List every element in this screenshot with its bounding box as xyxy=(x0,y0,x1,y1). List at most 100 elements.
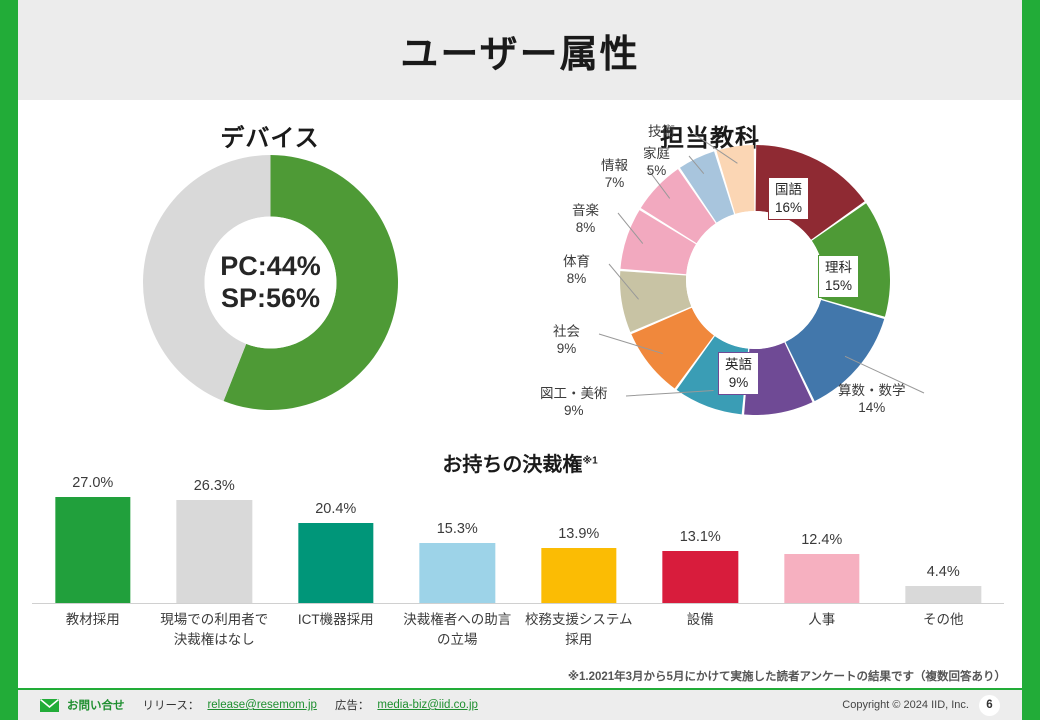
bar-category-label: 校務支援システム 採用 xyxy=(518,610,640,649)
bar-category-line: 設備 xyxy=(686,612,714,627)
bar-category-label: 教材採用 xyxy=(32,610,154,630)
bar-group: 20.4% ICT機器採用 xyxy=(275,440,397,670)
bar-category-line: その他 xyxy=(923,612,964,627)
subject-label-line: 社会 xyxy=(553,324,580,339)
subject-label-社会: 社会 9% xyxy=(553,324,580,358)
bar-value-label: 13.9% xyxy=(558,526,600,543)
header-band xyxy=(18,0,1022,100)
bar-category-line: 決裁権者への助言 xyxy=(403,612,512,627)
bar-rect[interactable] xyxy=(55,496,131,603)
pie-slice-英語 xyxy=(744,342,813,415)
authority-chart-title-text: お持ちの決裁権 xyxy=(442,454,583,476)
subject-label-line: 8% xyxy=(566,270,587,286)
subject-label-line: 技術 xyxy=(648,124,675,139)
subject-label-line: 7% xyxy=(604,174,625,190)
right-green-accent-bar xyxy=(1022,0,1040,720)
envelope-icon xyxy=(39,698,60,712)
subject-label-line: 16% xyxy=(775,199,803,215)
page-number-badge: 6 xyxy=(979,694,1000,716)
bar-group: 15.3% 決裁権者への助言 の立場 xyxy=(397,440,519,670)
bar-value-label: 27.0% xyxy=(72,474,114,491)
authority-chart-title: お持ちの決裁権※1 xyxy=(18,448,1022,477)
subject-label-line: 英語 xyxy=(725,357,752,372)
bar-rect[interactable] xyxy=(298,522,374,603)
bar-category-label: 設備 xyxy=(640,610,762,630)
authority-bar-chart: お持ちの決裁権※1 27.0% 教材採用 26.3% 現場での利用者で 決裁権はなし 20… xyxy=(18,440,1022,670)
subject-label-line: 9% xyxy=(563,402,584,418)
left-green-accent-bar xyxy=(0,0,18,720)
bar-category-label: 決裁権者への助言 の立場 xyxy=(397,610,519,649)
bar-category-line: ICT機器採用 xyxy=(297,612,374,627)
subject-label-技術: 技術 xyxy=(648,124,675,141)
device-donut-chart: PC:44% SP:56% xyxy=(142,155,398,410)
subject-label-line: 8% xyxy=(575,219,596,235)
release-label: リリース： xyxy=(142,700,200,712)
bar-rect[interactable] xyxy=(905,585,981,603)
bar-group: 12.4% 人事 xyxy=(761,440,883,670)
subject-label-算数・数学: 算数・数学 14% xyxy=(838,383,906,417)
subject-label-line: 情報 xyxy=(601,158,628,173)
subject-label-情報: 情報 7% xyxy=(601,158,628,192)
bar-group: 27.0% 教材採用 xyxy=(32,440,154,670)
bar-rect[interactable] xyxy=(541,548,617,603)
bar-value-label: 26.3% xyxy=(193,477,235,494)
subject-donut-chart xyxy=(620,145,890,415)
bar-rect[interactable] xyxy=(662,551,738,603)
device-chart-title: デバイス xyxy=(220,125,320,152)
pie-slice-社会 xyxy=(631,307,714,389)
bar-value-label: 12.4% xyxy=(801,532,843,549)
bar-rect[interactable] xyxy=(419,542,495,603)
subject-label-音楽: 音楽 8% xyxy=(572,203,599,237)
subject-label-line: 国語 xyxy=(775,182,803,197)
subject-label-line: 音楽 xyxy=(572,203,599,218)
subject-label-line: 図工・美術 xyxy=(540,386,608,401)
subject-label-line: 算数・数学 xyxy=(838,383,906,398)
bar-value-label: 15.3% xyxy=(436,520,478,537)
bar-category-line: 決裁権はなし xyxy=(173,631,255,647)
ad-label: 広告： xyxy=(334,700,370,712)
bar-rect[interactable] xyxy=(784,554,860,603)
page-title: ユーザー属性 xyxy=(400,33,640,76)
subject-label-line: 家庭 xyxy=(643,146,670,161)
footer-bar: お問い合せ リリース： release@resemom.jp 広告： media… xyxy=(18,690,1022,720)
bar-category-line: 教材採用 xyxy=(65,612,120,627)
subject-label-理科: 理科 15% xyxy=(818,255,860,299)
subject-label-line: 理科 xyxy=(825,260,853,275)
bar-group: 13.1% 設備 xyxy=(640,440,762,670)
contact-label: お問い合せ xyxy=(67,700,125,712)
bar-group: 26.3% 現場での利用者で 決裁権はなし xyxy=(154,440,276,670)
bar-value-label: 4.4% xyxy=(926,563,960,580)
pie-slice-PC xyxy=(142,155,271,402)
bar-category-line: 校務支援システム xyxy=(524,612,633,627)
pie-slice-SP xyxy=(223,155,398,410)
bar-category-line: 採用 xyxy=(565,631,593,647)
authority-chart-title-superscript: ※1 xyxy=(582,455,598,467)
subject-label-体育: 体育 8% xyxy=(563,254,590,288)
subject-label-line: 体育 xyxy=(563,254,590,269)
footer-divider xyxy=(18,688,1022,690)
bar-value-label: 20.4% xyxy=(315,500,357,517)
subject-label-line: 5% xyxy=(646,162,667,178)
subject-label-line: 14% xyxy=(858,399,886,415)
footer-contact-group: お問い合せ リリース： release@resemom.jp 広告： media… xyxy=(39,697,478,713)
bar-category-label: 人事 xyxy=(761,610,883,630)
subject-donut-svg xyxy=(620,145,890,415)
subject-label-line: 15% xyxy=(825,277,853,293)
footnote-text: ※1.2021年3月から5月にかけて実施した読者アンケートの結果です（複数回答あ… xyxy=(567,671,1006,683)
subject-label-家庭: 家庭 5% xyxy=(643,146,670,180)
pie-slice-算数・数学 xyxy=(785,299,885,402)
release-email-link[interactable]: release@resemom.jp xyxy=(207,699,317,711)
bar-group: 4.4% その他 xyxy=(883,440,1005,670)
bar-rect[interactable] xyxy=(176,499,252,603)
bar-category-line: 人事 xyxy=(808,612,836,627)
ad-email-link[interactable]: media-biz@iid.co.jp xyxy=(377,699,478,711)
copyright-text: Copyright © 2024 IID, Inc. xyxy=(842,699,969,711)
bar-group: 13.9% 校務支援システム 採用 xyxy=(518,440,640,670)
bar-category-line: の立場 xyxy=(437,631,478,647)
subject-label-図工・美術: 図工・美術 9% xyxy=(540,386,608,420)
bar-value-label: 13.1% xyxy=(679,529,721,546)
footer-meta-group: Copyright © 2024 IID, Inc. 6 xyxy=(842,694,1000,716)
bar-category-label: ICT機器採用 xyxy=(275,610,397,630)
bar-category-label: 現場での利用者で 決裁権はなし xyxy=(154,610,276,649)
